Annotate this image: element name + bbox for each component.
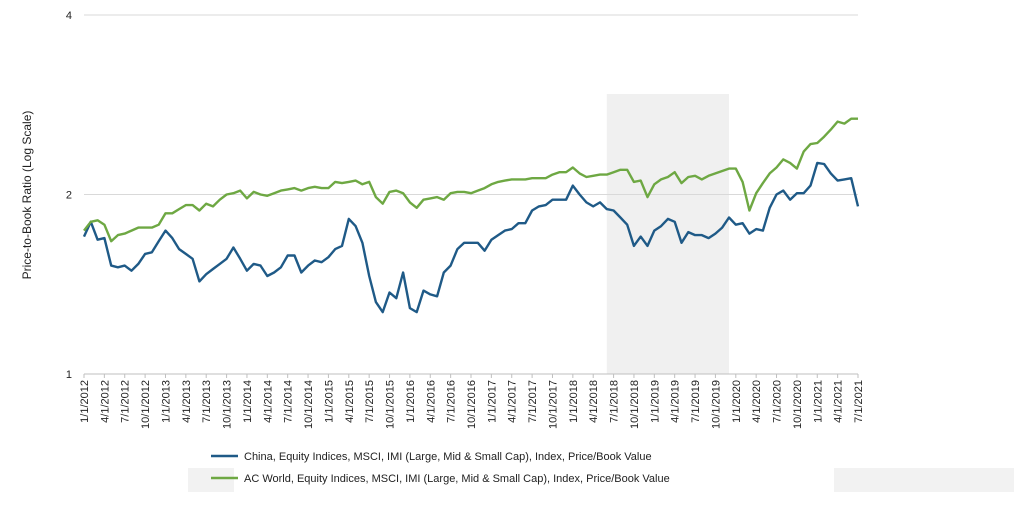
x-tick-label: 7/1/2020 <box>772 380 784 423</box>
x-tick-label: 7/1/2014 <box>283 380 295 423</box>
x-tick-label: 1/1/2017 <box>486 380 498 423</box>
gridlines <box>84 14 858 195</box>
x-tick-label: 1/1/2013 <box>160 380 172 423</box>
series-line-ac-world <box>83 117 858 243</box>
y-tick-label: 4 <box>66 10 72 22</box>
legend-backdrop-right <box>834 468 1014 492</box>
x-tick-label: 1/1/2016 <box>405 380 417 423</box>
x-tick-label: 4/1/2018 <box>588 380 600 423</box>
x-tick-label: 7/1/2012 <box>120 380 132 423</box>
x-tick-label: 10/1/2015 <box>385 380 397 429</box>
x-tick-label: 1/1/2021 <box>812 380 824 423</box>
x-tick-label: 7/1/2016 <box>446 380 458 423</box>
x-tick-label: 1/1/2015 <box>323 380 335 423</box>
x-tick-label: 4/1/2017 <box>507 380 519 423</box>
y-tick-label: 2 <box>66 190 72 202</box>
x-tick-label: 7/1/2018 <box>609 380 621 423</box>
x-tick-label: 10/1/2012 <box>140 380 152 429</box>
axes: 1 2 4 1/1/2012 4/1/2012 7/1/2012 10/1/2012 1/1/… <box>66 10 865 429</box>
series-lines <box>82 117 860 314</box>
x-tick-label: 1/1/2019 <box>649 380 661 423</box>
series-line-china <box>82 161 860 314</box>
legend-label: China, Equity Indices, MSCI, IMI (Large,… <box>244 451 652 463</box>
y-tick-label: 1 <box>66 369 72 381</box>
shaded-period-layer <box>606 94 729 374</box>
legend: China, Equity Indices, MSCI, IMI (Large,… <box>188 451 1014 492</box>
x-tick-label: 7/1/2017 <box>527 380 539 423</box>
x-tick-label: 4/1/2016 <box>425 380 437 423</box>
x-tick-label: 7/1/2021 <box>853 380 865 423</box>
x-tick-label: 10/1/2016 <box>466 380 478 429</box>
x-tick-label: 4/1/2015 <box>344 380 356 423</box>
y-axis-title: Price-to-Book Ratio (Log Scale) <box>20 111 34 280</box>
x-tick-label: 4/1/2012 <box>99 380 111 423</box>
x-tick-label: 4/1/2021 <box>833 380 845 423</box>
x-tick-label: 1/1/2014 <box>242 380 254 423</box>
x-tick-label: 10/1/2014 <box>303 380 315 429</box>
x-tick-label: 1/1/2020 <box>731 380 743 423</box>
x-tick-label: 10/1/2013 <box>222 380 234 429</box>
x-tick-label: 4/1/2020 <box>751 380 763 423</box>
x-tick-label: 10/1/2019 <box>710 380 722 429</box>
x-tick-label: 7/1/2013 <box>201 380 213 423</box>
x-tick-label: 4/1/2013 <box>181 380 193 423</box>
x-tick-label: 10/1/2020 <box>792 380 804 429</box>
x-tick-label: 7/1/2015 <box>364 380 376 423</box>
x-tick-label: 10/1/2017 <box>547 380 559 429</box>
legend-backdrop-left <box>188 468 234 492</box>
x-tick-label: 4/1/2014 <box>262 380 274 423</box>
legend-label: AC World, Equity Indices, MSCI, IMI (Lar… <box>244 473 670 485</box>
x-tick-label: 7/1/2019 <box>690 380 702 423</box>
x-tick-label: 1/1/2012 <box>79 380 91 423</box>
shaded-period <box>606 94 729 374</box>
x-tick-label: 1/1/2018 <box>568 380 580 423</box>
x-tick-label: 4/1/2019 <box>670 380 682 423</box>
x-tick-label: 10/1/2018 <box>629 380 641 429</box>
